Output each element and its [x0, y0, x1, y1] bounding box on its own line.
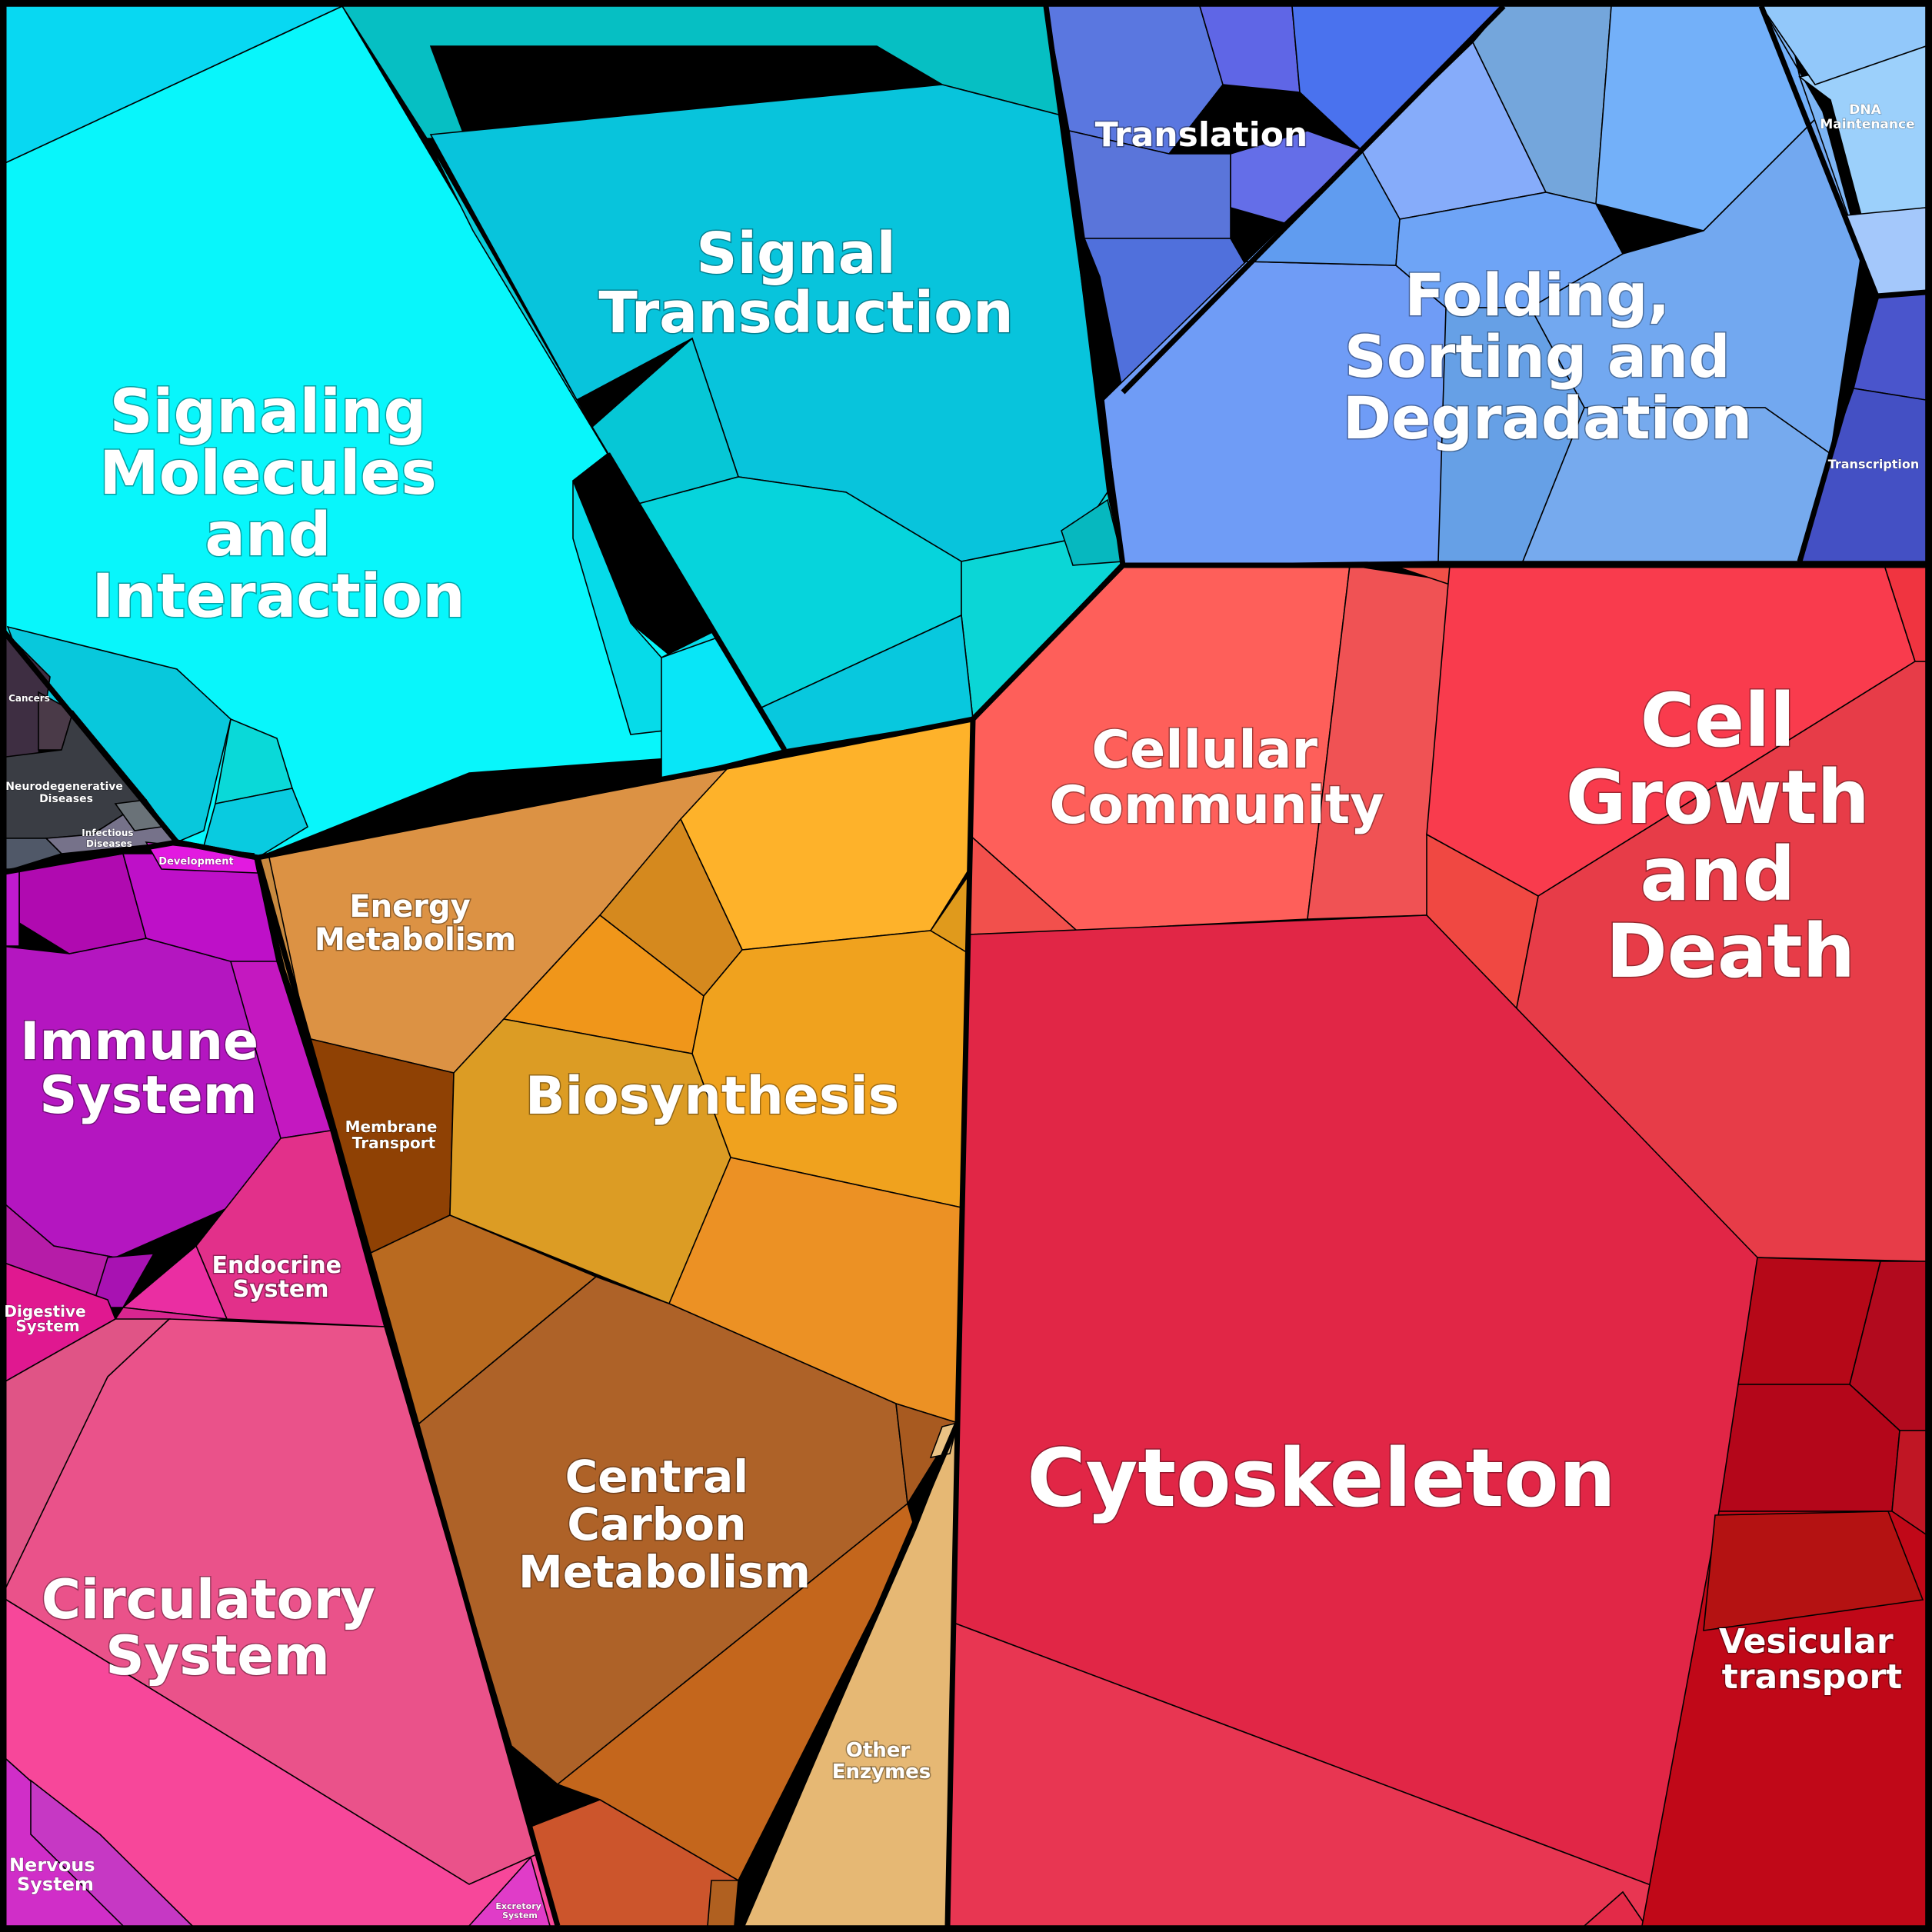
labels-layer: Signaling Molecules and Interaction Sign… [4, 102, 1920, 1920]
label-endocrine-system: Endocrine System [212, 1252, 350, 1303]
label-signal-transduction: Signal Transduction [598, 221, 1013, 346]
cell-circulatory-left [0, 1318, 172, 1601]
label-infectious: Infectious Diseases [82, 828, 136, 849]
cell-other-enzymes-small [929, 1421, 959, 1459]
label-translation: Translation [1095, 115, 1308, 155]
region-translation [1045, 5, 1505, 394]
region-immune-system [0, 841, 332, 1308]
label-biosynthesis: Biosynthesis [525, 1066, 899, 1127]
label-immune-system: Immune System [20, 1011, 277, 1126]
label-other-enzymes: Other Enzymes [832, 1739, 931, 1784]
region-biosynthesis [449, 718, 974, 1424]
cell-vesicular-sub [1703, 1511, 1924, 1631]
label-cancers: Cancers [8, 693, 50, 704]
region-folding-sorting [1103, 5, 1862, 566]
label-cytoskeleton: Cytoskeleton [1027, 1431, 1615, 1525]
region-cellular-community [968, 565, 1451, 935]
label-cell-growth: Cell Growth and Death [1566, 678, 1895, 994]
label-signaling-molecules: Signaling Molecules and Interaction [92, 378, 465, 631]
region-boundaries [0, 4, 1927, 1927]
region-central-carbon [368, 1214, 959, 1927]
label-vesicular-transport: Vesicular transport [1719, 1622, 1905, 1697]
region-cytoskeleton [947, 914, 1758, 1927]
label-digestive-system: Digestive System [4, 1302, 91, 1335]
label-dna-maintenance: DNA Maintenance [1820, 102, 1914, 132]
label-neurodegenerative: Neurodegenerative Diseases [5, 781, 127, 805]
label-energy-metabolism: Energy Metabolism [315, 889, 516, 958]
region-cell-growth [1426, 565, 1927, 1262]
region-signal-transduction [341, 5, 1124, 751]
label-development: Development [158, 856, 233, 868]
cell-carbon-lower [556, 1502, 916, 1882]
cell-signaling-lower-3 [203, 788, 308, 858]
cell-carbon-small [707, 1880, 739, 1927]
label-excretory-system: Excretory System [495, 1901, 544, 1920]
label-folding-sorting: Folding, Sorting and Degradation [1343, 261, 1752, 452]
region-dna-maintenance [1760, 5, 1927, 297]
region-human-diseases [0, 625, 178, 874]
cell-disease-small-1 [0, 838, 63, 874]
label-transcription: Transcription [1828, 457, 1920, 471]
label-cellular-community: Cellular Community [1049, 720, 1384, 836]
label-central-carbon: Central Carbon Metabolism [518, 1451, 811, 1598]
label-membrane-transport: Membrane Transport [345, 1118, 443, 1152]
label-circulatory-system: Circulatory System [42, 1568, 395, 1687]
region-nervous-system [0, 1752, 551, 1927]
label-nervous-system: Nervous System [9, 1854, 102, 1895]
